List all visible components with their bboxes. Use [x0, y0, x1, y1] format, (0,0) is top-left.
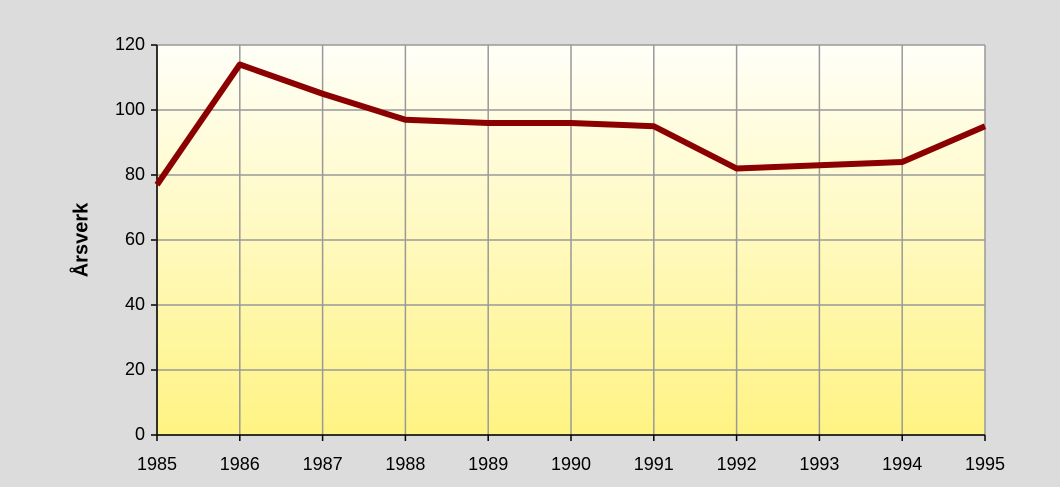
x-tick-label: 1992 [717, 454, 757, 474]
x-tick-label: 1987 [303, 454, 343, 474]
y-tick-label: 0 [135, 424, 145, 444]
x-tick-label: 1989 [468, 454, 508, 474]
line-series [154, 61, 987, 187]
x-tick-label: 1995 [965, 454, 1005, 474]
y-tick-label: 100 [115, 99, 145, 119]
y-tick-label: 20 [125, 359, 145, 379]
x-tick-label: 1994 [882, 454, 922, 474]
x-tick-label: 1986 [220, 454, 260, 474]
y-tick-label: 40 [125, 294, 145, 314]
x-tick-label: 1991 [634, 454, 674, 474]
y-tick-label: 60 [125, 229, 145, 249]
y-tick-label: 120 [115, 34, 145, 54]
y-tick-label: 80 [125, 164, 145, 184]
x-tick-label: 1988 [385, 454, 425, 474]
x-tick-label: 1990 [551, 454, 591, 474]
x-tick-label: 1993 [799, 454, 839, 474]
y-axis-label: Årsverk [68, 202, 92, 277]
x-tick-label: 1985 [137, 454, 177, 474]
